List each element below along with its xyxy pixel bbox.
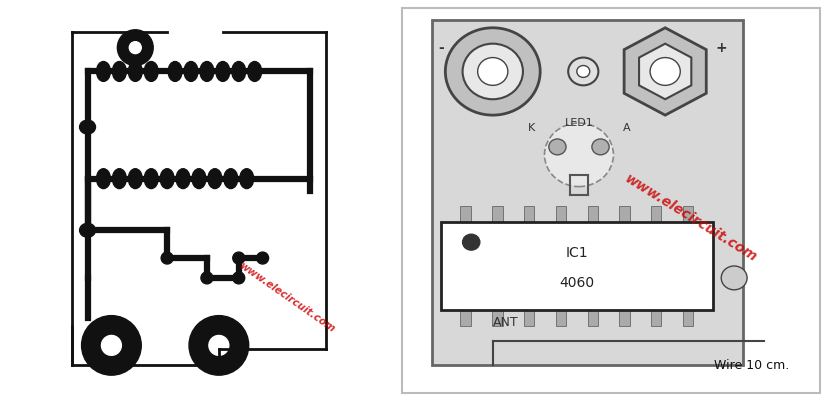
Text: Wire 10 cm.: Wire 10 cm. — [713, 359, 788, 372]
Circle shape — [101, 335, 121, 355]
Circle shape — [462, 234, 479, 250]
Ellipse shape — [239, 169, 253, 189]
Ellipse shape — [96, 62, 110, 81]
Circle shape — [445, 28, 540, 115]
Bar — [460, 310, 470, 326]
Text: +: + — [715, 40, 726, 55]
Circle shape — [81, 316, 141, 375]
Text: K: K — [527, 123, 535, 133]
Ellipse shape — [200, 272, 213, 284]
Bar — [555, 310, 566, 326]
Ellipse shape — [200, 62, 214, 81]
Ellipse shape — [176, 169, 190, 189]
Ellipse shape — [224, 169, 238, 189]
Ellipse shape — [128, 169, 142, 189]
Ellipse shape — [161, 252, 173, 264]
Circle shape — [462, 44, 522, 99]
Bar — [587, 206, 597, 222]
Text: LED1: LED1 — [564, 118, 593, 128]
Polygon shape — [623, 28, 705, 115]
Ellipse shape — [128, 62, 142, 81]
Circle shape — [189, 316, 248, 375]
Circle shape — [129, 42, 141, 54]
Bar — [682, 310, 692, 326]
Text: IC1: IC1 — [565, 246, 587, 260]
Bar — [460, 206, 470, 222]
Ellipse shape — [79, 223, 95, 237]
Circle shape — [209, 335, 229, 355]
Circle shape — [720, 266, 746, 290]
Ellipse shape — [184, 62, 198, 81]
Polygon shape — [638, 44, 691, 99]
Ellipse shape — [233, 272, 244, 284]
Text: A: A — [622, 123, 629, 133]
Ellipse shape — [113, 169, 126, 189]
Circle shape — [477, 58, 508, 85]
Ellipse shape — [168, 62, 182, 81]
Ellipse shape — [233, 252, 244, 264]
Ellipse shape — [113, 62, 126, 81]
Text: 4060: 4060 — [559, 276, 594, 291]
Bar — [619, 310, 629, 326]
Ellipse shape — [257, 252, 268, 264]
Ellipse shape — [192, 169, 205, 189]
Bar — [587, 310, 597, 326]
Bar — [682, 206, 692, 222]
Bar — [440, 222, 712, 310]
Circle shape — [567, 58, 598, 85]
Ellipse shape — [144, 169, 158, 189]
Ellipse shape — [248, 62, 262, 81]
Ellipse shape — [79, 120, 95, 134]
Circle shape — [591, 139, 609, 155]
Bar — [432, 20, 742, 365]
Bar — [555, 206, 566, 222]
Ellipse shape — [215, 62, 229, 81]
Text: -: - — [438, 40, 443, 55]
Text: www.elecircuit.com: www.elecircuit.com — [237, 261, 336, 335]
Bar — [650, 310, 661, 326]
Text: www.elecircuit.com: www.elecircuit.com — [622, 172, 759, 265]
Circle shape — [576, 66, 589, 77]
Bar — [492, 206, 502, 222]
Ellipse shape — [96, 169, 110, 189]
Text: ANT: ANT — [493, 316, 518, 329]
Circle shape — [544, 123, 613, 187]
Ellipse shape — [144, 62, 158, 81]
Ellipse shape — [160, 169, 174, 189]
Bar — [619, 206, 629, 222]
Bar — [650, 206, 661, 222]
Ellipse shape — [208, 169, 222, 189]
Circle shape — [118, 30, 153, 66]
Circle shape — [548, 139, 566, 155]
Bar — [492, 310, 502, 326]
Ellipse shape — [232, 62, 245, 81]
Circle shape — [649, 58, 680, 85]
Bar — [523, 310, 534, 326]
Bar — [523, 206, 534, 222]
